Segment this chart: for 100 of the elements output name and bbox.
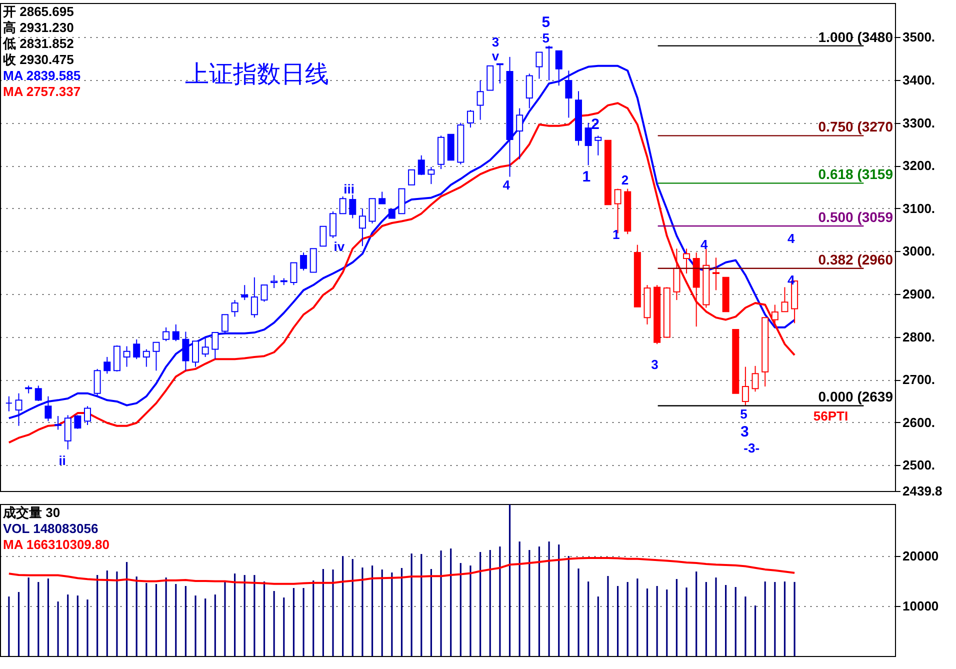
candlestick — [712, 257, 720, 291]
candlestick — [752, 365, 759, 392]
y-tick-label: 3300. — [902, 115, 936, 130]
candlestick — [192, 340, 200, 368]
y-tick-label: 3100. — [902, 200, 936, 216]
candlestick — [5, 396, 12, 412]
candlestick — [221, 314, 228, 335]
candlestick — [133, 338, 140, 360]
candlestick — [270, 274, 278, 289]
y-tick-label: 3200. — [902, 158, 936, 174]
annotation: 高 2931.230 — [3, 20, 74, 35]
candlestick — [536, 52, 543, 80]
candlestick — [300, 252, 308, 271]
annotation: 5 — [740, 406, 748, 422]
y-tick-label: 3000. — [902, 244, 936, 259]
candlestick — [142, 348, 150, 368]
candlestick — [742, 366, 749, 406]
candlestick — [162, 326, 170, 342]
annotation: VOL 148083056 — [3, 521, 98, 536]
y-tick-label: 2500. — [902, 458, 936, 473]
annotation: MA 166310309.80 — [3, 537, 110, 552]
annotation: 低 2831.852 — [2, 36, 74, 51]
annotation: MA 2757.337 — [3, 84, 81, 99]
candlestick — [673, 248, 680, 301]
candlestick — [172, 324, 180, 342]
annotation: 1 — [582, 168, 591, 186]
candlestick — [683, 248, 690, 274]
y-tick-label: 20000 — [902, 548, 939, 564]
annotation: 3 — [492, 34, 500, 50]
y-tick-label: 2900. — [902, 286, 936, 302]
y-tick-label: 2600. — [902, 414, 936, 430]
candlestick — [260, 284, 268, 302]
candlestick — [594, 135, 602, 156]
candlestick — [339, 196, 346, 214]
candlestick — [212, 332, 219, 360]
candlestick — [546, 45, 553, 81]
candlestick — [428, 166, 435, 185]
annotation: iii — [344, 181, 355, 196]
annotation: 4 — [700, 237, 709, 252]
ref-line-label: 1.000 (3480 — [818, 28, 894, 45]
annotation: 3 — [651, 357, 658, 372]
annotation: ii — [58, 453, 66, 468]
annotation: 成交量 30 — [2, 505, 60, 520]
annotation: 1 — [612, 227, 620, 242]
annotation: 3 — [740, 423, 749, 440]
annotation: MA 2839.585 — [3, 68, 81, 83]
candlestick — [781, 286, 788, 312]
ref-line-label: 0.382 (2960 — [818, 251, 894, 268]
ref-line-label: 0.750 (3270 — [818, 118, 894, 135]
y-tick-label: 2439.8 — [902, 484, 942, 498]
candlestick — [34, 385, 42, 402]
annotation: 2 — [621, 172, 629, 188]
candlestick — [408, 169, 416, 186]
candlestick — [123, 346, 130, 368]
annotation: 5 — [542, 14, 550, 31]
annotation: 4 — [788, 272, 796, 288]
line-series — [8, 102, 796, 444]
candlestick — [516, 108, 524, 160]
annotation: 4 — [788, 231, 796, 246]
candlestick — [152, 342, 160, 372]
annotation: 2 — [591, 116, 600, 134]
line-series — [8, 557, 796, 585]
annotation: v — [492, 48, 500, 64]
candlestick — [310, 248, 317, 273]
candlestick — [241, 284, 248, 301]
candlestick — [584, 122, 592, 166]
y-tick-label: 3400. — [902, 72, 936, 88]
candlestick — [94, 368, 101, 396]
candlestick — [526, 73, 533, 109]
ref-line-label: 0.618 (3159 — [818, 166, 894, 182]
candlestick — [378, 191, 386, 204]
annotation: -3- — [744, 440, 760, 456]
candlestick — [231, 300, 238, 318]
candlestick — [182, 331, 190, 372]
text: 上证指数日线 — [185, 61, 329, 88]
candlestick — [771, 304, 778, 325]
candlestick — [74, 414, 82, 430]
candlestick — [368, 198, 376, 224]
annotation: 收 2930.475 — [3, 52, 74, 67]
candlestick — [358, 208, 366, 247]
candlestick — [466, 110, 474, 128]
annotation: 开 2865.695 — [2, 4, 74, 19]
candlestick — [64, 414, 72, 450]
candlestick — [329, 210, 336, 238]
text: 56PTI — [813, 408, 848, 424]
candlestick — [54, 416, 62, 430]
y-tick-label: 3500. — [902, 30, 936, 45]
y-tick-label: 2800. — [902, 329, 936, 344]
candlestick — [84, 406, 91, 426]
ref-line-label: 0.500 (3059 — [818, 208, 894, 225]
candlestick — [104, 356, 111, 374]
y-tick-label: 10000 — [902, 598, 939, 614]
y-tick-label: 2700. — [902, 372, 936, 388]
candlestick — [250, 276, 258, 318]
candlestick — [290, 262, 298, 286]
candlestick — [320, 226, 327, 247]
annotation: iv — [334, 239, 346, 254]
candlestick — [476, 80, 484, 120]
ref-line-label: 0.000 (2639 — [818, 388, 894, 405]
candlestick — [418, 154, 425, 176]
